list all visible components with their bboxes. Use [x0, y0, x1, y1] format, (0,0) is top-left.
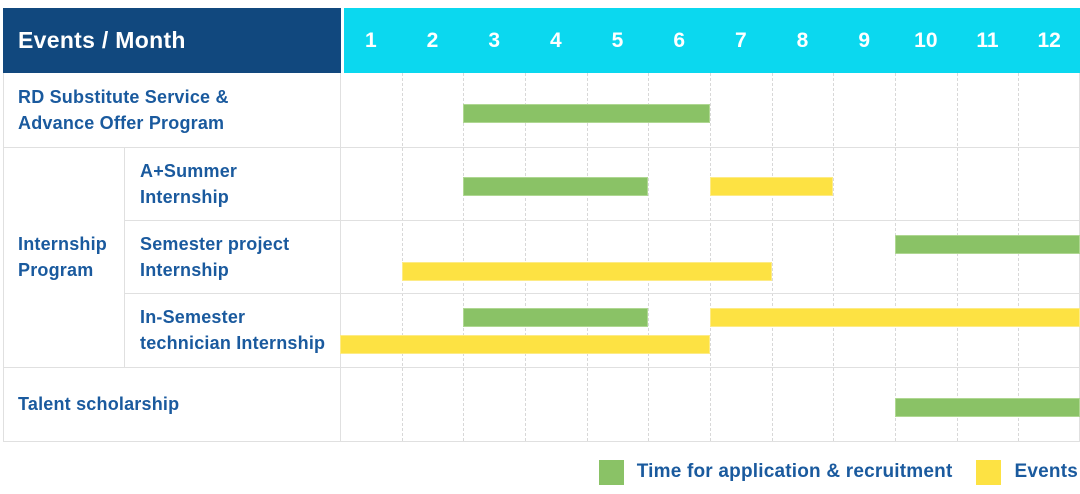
table-title: Events / Month	[18, 27, 186, 53]
row-label-semester-project-internship: Semester project Internship	[124, 220, 340, 293]
legend-swatch-events	[976, 459, 1002, 485]
month-gridline	[895, 73, 896, 441]
month-label-10: 10	[914, 28, 938, 52]
row-separator	[124, 220, 1080, 221]
legend-item-application: Time for application & recruitment	[598, 459, 953, 485]
row-label-rd-substitute-service-advance-offer-program: RD Substitute Service & Advance Offer Pro…	[3, 73, 340, 147]
gantt-bar-application	[895, 235, 1080, 254]
legend-label-events: Events	[1014, 461, 1078, 482]
table-corner-header: Events / Month	[3, 8, 341, 73]
gantt-bar-application	[463, 177, 649, 196]
group-column-divider	[124, 147, 125, 367]
legend-label-application: Time for application & recruitment	[636, 461, 953, 482]
label-line: Internship	[140, 186, 230, 207]
legend-swatch-application	[598, 459, 624, 485]
label-line: Internship	[140, 259, 230, 280]
month-gridline	[586, 73, 588, 441]
legend-item-events: Events	[976, 459, 1078, 485]
label-line: Advance Offer Program	[18, 113, 225, 133]
table-bottom-border	[3, 441, 1080, 442]
label-column-divider	[340, 73, 341, 441]
label-line: technician Internship	[140, 333, 326, 353]
label-line: Internship	[18, 234, 108, 254]
row-label-a-summer-internship: A+Summer Internship	[124, 147, 340, 220]
month-label-2: 2	[426, 28, 439, 52]
month-label-1: 1	[364, 28, 377, 52]
month-label-4: 4	[549, 28, 562, 52]
label-line: Talent scholarship	[18, 394, 180, 414]
month-label-12: 12	[1037, 28, 1061, 52]
label-line: RD Substitute Service &	[18, 87, 229, 107]
table-left-border	[3, 73, 4, 441]
gantt-bar-events	[401, 262, 772, 281]
gantt-bar-events	[710, 177, 834, 196]
month-gridline	[463, 73, 465, 441]
row-separator	[3, 367, 1080, 368]
gantt-bar-events	[340, 335, 710, 354]
month-gridline	[401, 73, 403, 441]
months-header-strip: 1 2 3 4 5 6 7 8 9 10 11 12	[344, 8, 1080, 73]
gantt-bar-events	[710, 308, 1080, 327]
month-gridline	[525, 73, 526, 441]
month-label-5: 5	[611, 28, 624, 52]
row-separator	[3, 147, 1080, 148]
month-gridline	[956, 73, 958, 441]
month-gridline	[771, 73, 773, 441]
month-gridline	[710, 73, 711, 441]
label-line: A+Summer	[140, 160, 238, 181]
label-line: In-Semester	[140, 307, 246, 327]
month-gridline	[833, 73, 835, 441]
row-separator	[124, 293, 1080, 294]
gantt-bar-application	[463, 308, 649, 327]
gantt-bar-application	[895, 397, 1080, 417]
month-label-7: 7	[734, 28, 747, 52]
month-label-3: 3	[488, 28, 500, 52]
month-label-9: 9	[858, 28, 870, 52]
group-label-internship-program: Internship Program	[3, 147, 124, 367]
month-gridline	[1018, 73, 1020, 441]
month-label-8: 8	[796, 28, 809, 52]
gantt-bar-application	[463, 103, 710, 123]
row-label-in-semester-technician-internship: In-Semester technician Internship	[124, 293, 340, 367]
legend: Time for application & recruitment Events	[598, 455, 1078, 489]
month-label-11: 11	[976, 28, 999, 52]
month-gridline	[648, 73, 650, 441]
label-line: Program	[18, 260, 94, 280]
month-label-6: 6	[673, 28, 685, 52]
row-label-talent-scholarship: Talent scholarship	[3, 367, 340, 441]
gantt-table: Events / Month 1 2 3 4 5 6 7 8 9 10 11 12 RD Substi…	[3, 8, 1080, 442]
label-line: Semester project	[140, 233, 290, 254]
